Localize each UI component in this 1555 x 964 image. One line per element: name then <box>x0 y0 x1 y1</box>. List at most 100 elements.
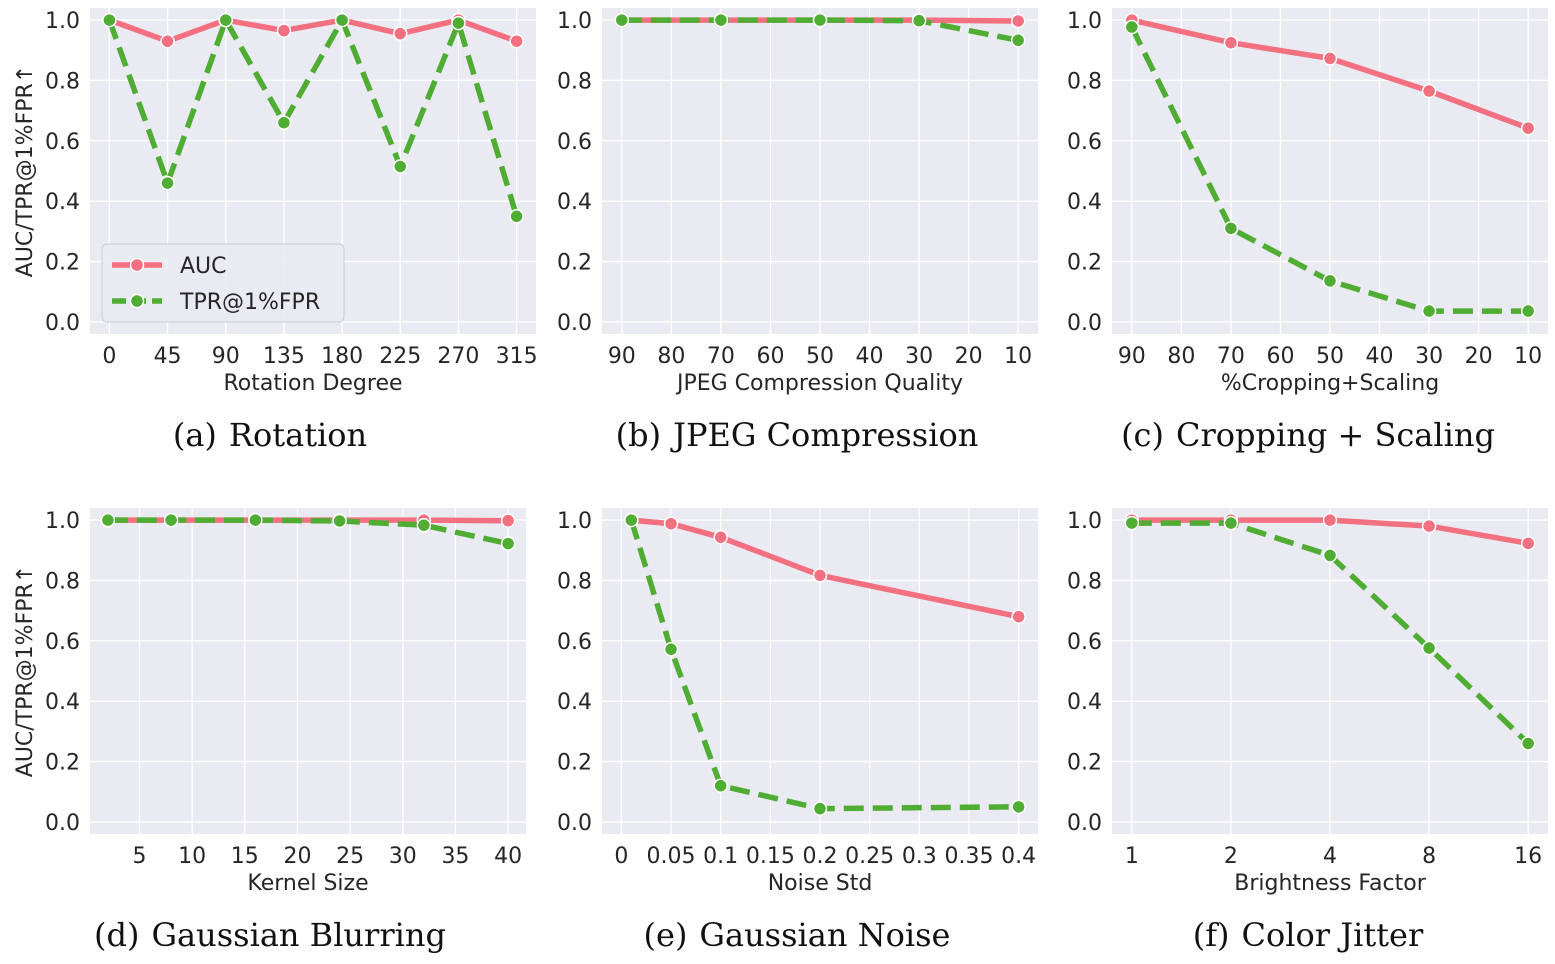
x-tick-label: 0.4 <box>1001 844 1036 869</box>
legend-swatch-marker <box>129 257 145 273</box>
data-point-auc <box>663 516 679 531</box>
y-tick-label: 0.0 <box>557 311 592 336</box>
y-tick-label: 1.0 <box>557 9 592 34</box>
data-point-tpr <box>1322 273 1338 289</box>
x-tick-label: 8 <box>1422 844 1436 869</box>
series-line-tpr <box>107 517 509 547</box>
x-tick-label: 180 <box>321 344 363 369</box>
chart-panel-2: 0.0 0.2 0.4 0.6 0.8 1.0 90 80 70 60 50 40 30 20 10 %Cro… <box>1067 8 1548 396</box>
y-tick-label: 0.4 <box>1067 190 1102 215</box>
y-tick-label: 0.2 <box>45 751 80 776</box>
caption-b-text: JPEG Compression <box>673 416 979 454</box>
x-tick-label: 16 <box>1514 844 1542 869</box>
x-tick-label: 30 <box>905 344 933 369</box>
chart-panel-4: 0.0 0.2 0.4 0.6 0.8 1.0 0 0.05 0.1 0.15 0.2 0.25 0.3… <box>557 508 1038 896</box>
y-tick-label: 0.8 <box>1067 69 1102 94</box>
x-tick-label: 90 <box>608 344 636 369</box>
data-point-auc <box>276 23 292 38</box>
data-point-tpr <box>663 642 679 657</box>
data-point-auc <box>1322 512 1338 528</box>
data-point-auc <box>393 26 408 41</box>
caption-a: (a) Rotation <box>20 416 520 454</box>
y-tick-label: 0.2 <box>45 251 80 276</box>
x-tick-label: 90 <box>1118 344 1146 369</box>
data-point-tpr <box>332 513 347 529</box>
caption-a-tag: (a) <box>172 416 217 454</box>
data-point-auc <box>1322 51 1338 66</box>
y-tick-label: 0.2 <box>557 751 592 776</box>
x-axis-label: %Cropping+Scaling <box>1221 371 1439 396</box>
x-axis-label: Brightness Factor <box>1234 871 1426 896</box>
x-axis-label: Kernel Size <box>247 871 368 896</box>
caption-b: (b) JPEG Compression <box>547 416 1047 454</box>
legend-label: AUC <box>180 254 227 279</box>
x-tick-label: 0.05 <box>647 844 696 869</box>
series-line-auc <box>108 17 518 44</box>
x-tick-label: 10 <box>178 844 206 869</box>
x-tick-label: 30 <box>389 844 417 869</box>
x-tick-label: 70 <box>707 344 735 369</box>
y-tick-label: 0.4 <box>45 190 80 215</box>
x-tick-label: 0.25 <box>845 844 894 869</box>
x-tick-label: 0 <box>102 344 116 369</box>
x-tick-label: 30 <box>1415 344 1443 369</box>
data-point-auc <box>1421 83 1437 99</box>
data-point-auc <box>1011 609 1026 624</box>
data-point-auc <box>509 33 524 49</box>
data-point-tpr <box>614 12 630 28</box>
data-point-tpr <box>102 12 117 28</box>
legend-swatch-marker <box>129 293 145 309</box>
caption-c-text: Cropping + Scaling <box>1175 416 1495 454</box>
data-point-tpr <box>100 512 116 528</box>
caption-c-tag: (c) <box>1121 416 1164 454</box>
data-point-tpr <box>500 536 516 551</box>
data-point-auc <box>812 568 828 583</box>
y-tick-label: 0.2 <box>557 251 592 276</box>
x-tick-label: 20 <box>1465 344 1493 369</box>
x-tick-label: 0.2 <box>803 844 838 869</box>
caption-d: (d) Gaussian Blurring <box>20 916 520 954</box>
y-tick-label: 0.6 <box>557 630 592 655</box>
data-point-tpr <box>248 512 263 528</box>
y-tick-label: 1.0 <box>1067 509 1102 534</box>
chart-panel-5: 0.0 0.2 0.4 0.6 0.8 1.0 1 2 4 8 16 Brightness Facto… <box>1067 508 1548 896</box>
caption-d-tag: (d) <box>94 916 140 954</box>
data-point-tpr <box>812 801 828 816</box>
data-point-tpr <box>1520 736 1536 751</box>
series-line-tpr <box>621 17 1019 43</box>
data-point-tpr <box>276 115 292 130</box>
chart-panel-0: 0.0 0.2 0.4 0.6 0.8 1.0 0 45 90 135 180 225 270 315 Ro… <box>13 8 538 396</box>
x-tick-label: 40 <box>494 844 522 869</box>
x-tick-label: 50 <box>806 344 834 369</box>
x-tick-label: 10 <box>1514 344 1542 369</box>
x-tick-label: 40 <box>856 344 884 369</box>
y-tick-label: 0.0 <box>557 811 592 836</box>
data-point-tpr <box>812 12 828 28</box>
y-tick-label: 1.0 <box>45 9 80 34</box>
x-axis-label: Noise Std <box>768 871 873 896</box>
data-point-auc <box>1421 518 1437 534</box>
data-point-tpr <box>160 175 175 191</box>
x-tick-label: 135 <box>263 344 305 369</box>
y-tick-label: 1.0 <box>45 509 80 534</box>
y-tick-label: 0.2 <box>1067 251 1102 276</box>
data-point-tpr <box>1223 515 1239 531</box>
data-point-auc <box>1520 536 1536 551</box>
data-point-auc <box>1223 35 1239 50</box>
y-tick-label: 0.6 <box>557 130 592 155</box>
x-tick-label: 0.15 <box>746 844 795 869</box>
legend: AUC TPR@1%FPR <box>101 243 345 323</box>
x-tick-label: 0.1 <box>703 844 738 869</box>
x-tick-label: 80 <box>657 344 685 369</box>
x-tick-label: 40 <box>1366 344 1394 369</box>
x-tick-label: 20 <box>283 844 311 869</box>
data-point-auc <box>1010 13 1026 29</box>
y-tick-label: 0.8 <box>1067 569 1102 594</box>
y-tick-label: 0.4 <box>557 690 592 715</box>
x-tick-label: 80 <box>1167 344 1195 369</box>
y-axis-label: AUC/TPR@1%FPR↑ <box>13 65 38 277</box>
x-tick-label: 315 <box>496 344 538 369</box>
caption-a-text: Rotation <box>228 416 368 454</box>
data-point-tpr <box>416 517 432 533</box>
